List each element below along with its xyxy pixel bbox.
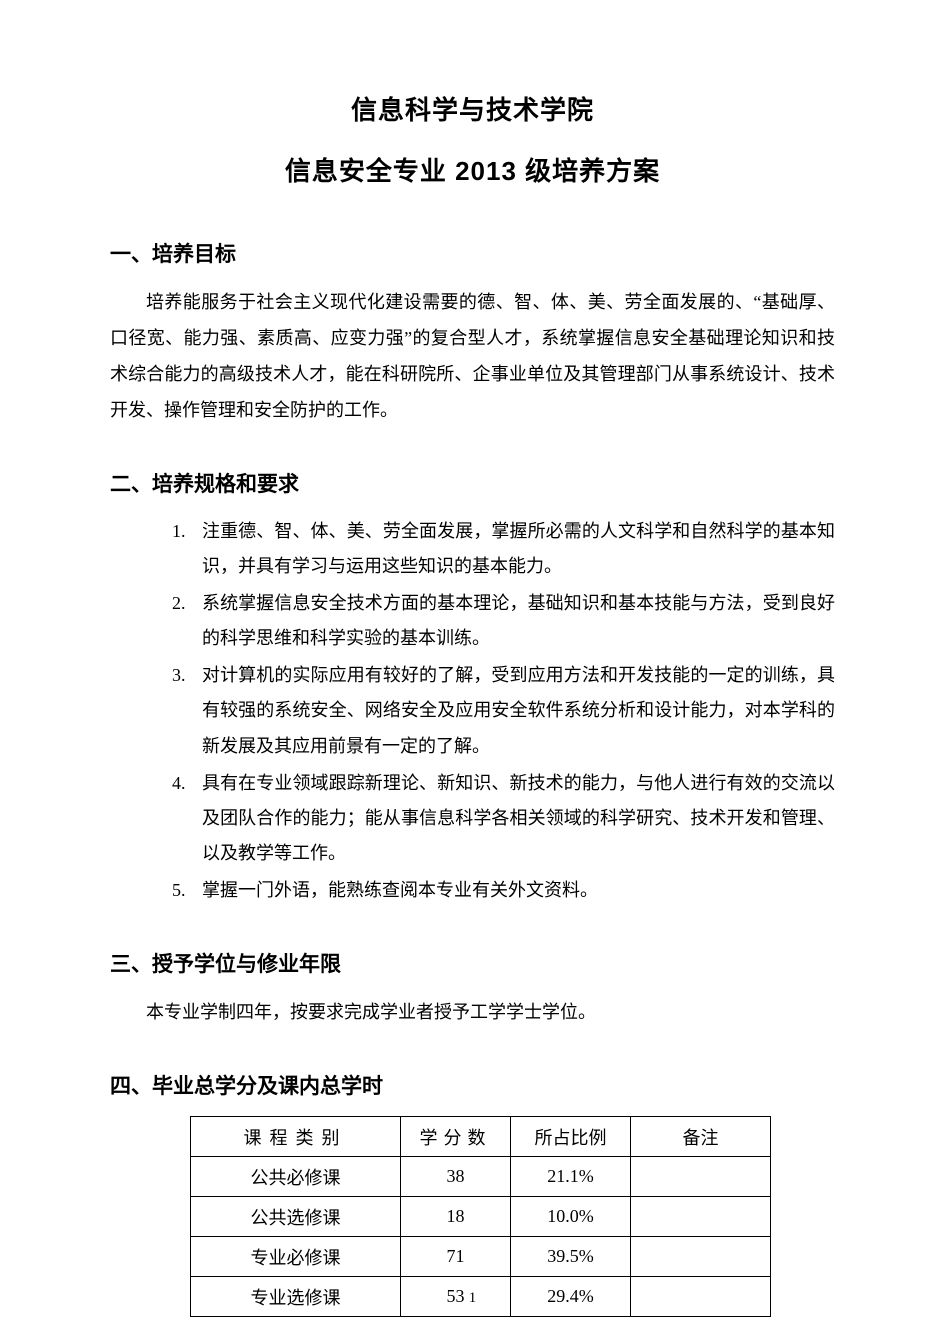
credits-table: 课程类别 学分数 所占比例 备注 公共必修课 38 21.1% 公共选修课 18… (190, 1116, 771, 1317)
table-header-row: 课程类别 学分数 所占比例 备注 (191, 1117, 771, 1157)
td-category: 专业必修课 (191, 1237, 401, 1277)
requirement-item: 注重德、智、体、美、劳全面发展，掌握所必需的人文科学和自然科学的基本知识，并具有… (172, 514, 835, 584)
th-percent: 所占比例 (511, 1117, 631, 1157)
th-category: 课程类别 (191, 1117, 401, 1157)
section-3-heading: 三、授予学位与修业年限 (110, 948, 835, 978)
td-percent: 21.1% (511, 1157, 631, 1197)
td-note (631, 1197, 771, 1237)
td-percent: 39.5% (511, 1237, 631, 1277)
table-row: 公共选修课 18 10.0% (191, 1197, 771, 1237)
td-credits: 38 (401, 1157, 511, 1197)
td-category: 公共必修课 (191, 1157, 401, 1197)
college-title: 信息科学与技术学院 (110, 90, 835, 127)
table-row: 专业必修课 71 39.5% (191, 1237, 771, 1277)
td-category: 公共选修课 (191, 1197, 401, 1237)
section-1-heading: 一、培养目标 (110, 238, 835, 268)
section-2-heading: 二、培养规格和要求 (110, 468, 835, 498)
requirement-item: 对计算机的实际应用有较好的了解，受到应用方法和开发技能的一定的训练，具有较强的系… (172, 658, 835, 763)
td-note (631, 1237, 771, 1277)
requirement-item: 系统掌握信息安全技术方面的基本理论，基础知识和基本技能与方法，受到良好的科学思维… (172, 586, 835, 656)
section-1-paragraph: 培养能服务于社会主义现代化建设需要的德、智、体、美、劳全面发展的、“基础厚、口径… (110, 284, 835, 428)
requirement-item: 具有在专业领域跟踪新理论、新知识、新技术的能力，与他人进行有效的交流以及团队合作… (172, 766, 835, 871)
th-note: 备注 (631, 1117, 771, 1157)
requirements-list: 注重德、智、体、美、劳全面发展，掌握所必需的人文科学和自然科学的基本知识，并具有… (110, 514, 835, 908)
table-row: 公共必修课 38 21.1% (191, 1157, 771, 1197)
section-3-paragraph: 本专业学制四年，按要求完成学业者授予工学学士学位。 (110, 994, 835, 1030)
td-credits: 18 (401, 1197, 511, 1237)
td-note (631, 1157, 771, 1197)
requirement-item: 掌握一门外语，能熟练查阅本专业有关外文资料。 (172, 873, 835, 908)
program-title: 信息安全专业 2013 级培养方案 (110, 151, 835, 188)
td-percent: 10.0% (511, 1197, 631, 1237)
page-number: 1 (0, 1290, 945, 1307)
th-credits: 学分数 (401, 1117, 511, 1157)
td-credits: 71 (401, 1237, 511, 1277)
section-4-heading: 四、毕业总学分及课内总学时 (110, 1070, 835, 1100)
